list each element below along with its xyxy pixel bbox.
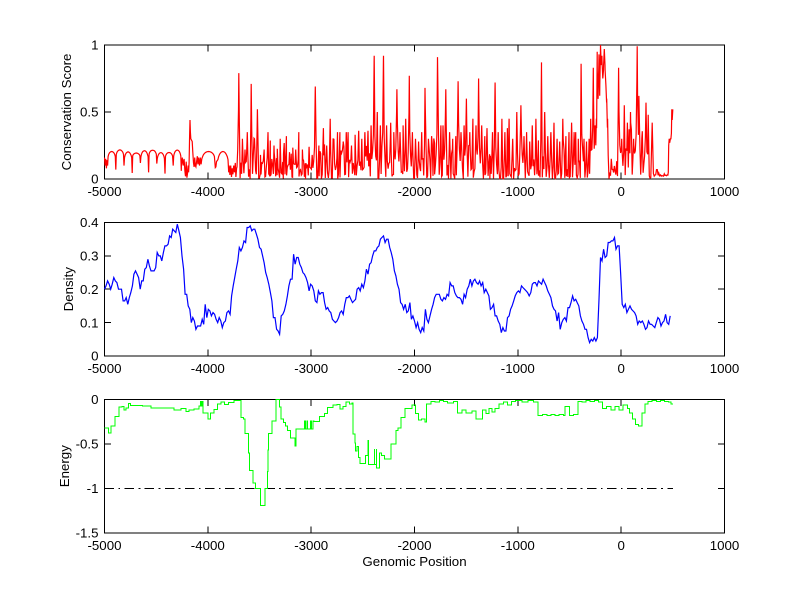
- svg-text:1000: 1000: [710, 361, 740, 376]
- svg-text:0: 0: [617, 361, 624, 376]
- svg-text:-1000: -1000: [501, 184, 535, 199]
- svg-text:Genomic Position: Genomic Position: [362, 554, 466, 569]
- svg-text:0: 0: [617, 184, 624, 199]
- svg-text:Conservation Score: Conservation Score: [59, 54, 74, 171]
- svg-text:-1000: -1000: [501, 538, 535, 553]
- svg-text:1000: 1000: [710, 184, 740, 199]
- svg-text:Density: Density: [61, 267, 76, 312]
- svg-text:0: 0: [91, 392, 98, 407]
- svg-text:-5000: -5000: [87, 361, 121, 376]
- svg-text:-2000: -2000: [397, 184, 431, 199]
- svg-text:-2000: -2000: [397, 361, 431, 376]
- svg-text:0: 0: [91, 349, 98, 364]
- svg-text:-3000: -3000: [294, 538, 328, 553]
- svg-text:-4000: -4000: [191, 184, 225, 199]
- svg-text:-4000: -4000: [191, 538, 225, 553]
- svg-text:Energy: Energy: [57, 445, 72, 487]
- svg-text:0.3: 0.3: [80, 249, 99, 264]
- svg-text:-4000: -4000: [191, 361, 225, 376]
- svg-text:-1000: -1000: [501, 361, 535, 376]
- svg-text:-2000: -2000: [397, 538, 431, 553]
- svg-text:-1: -1: [87, 481, 99, 496]
- svg-text:-5000: -5000: [87, 538, 121, 553]
- svg-text:1: 1: [91, 38, 98, 53]
- svg-text:-0.5: -0.5: [76, 437, 99, 452]
- svg-text:0: 0: [617, 538, 624, 553]
- svg-text:-1.5: -1.5: [76, 526, 99, 541]
- svg-text:-5000: -5000: [87, 184, 121, 199]
- svg-text:0: 0: [91, 172, 98, 187]
- svg-text:-3000: -3000: [294, 361, 328, 376]
- svg-text:0.5: 0.5: [80, 105, 99, 120]
- svg-text:0.4: 0.4: [80, 215, 99, 230]
- svg-text:-3000: -3000: [294, 184, 328, 199]
- svg-text:0.2: 0.2: [80, 282, 99, 297]
- svg-text:0.1: 0.1: [80, 315, 99, 330]
- svg-text:1000: 1000: [710, 538, 740, 553]
